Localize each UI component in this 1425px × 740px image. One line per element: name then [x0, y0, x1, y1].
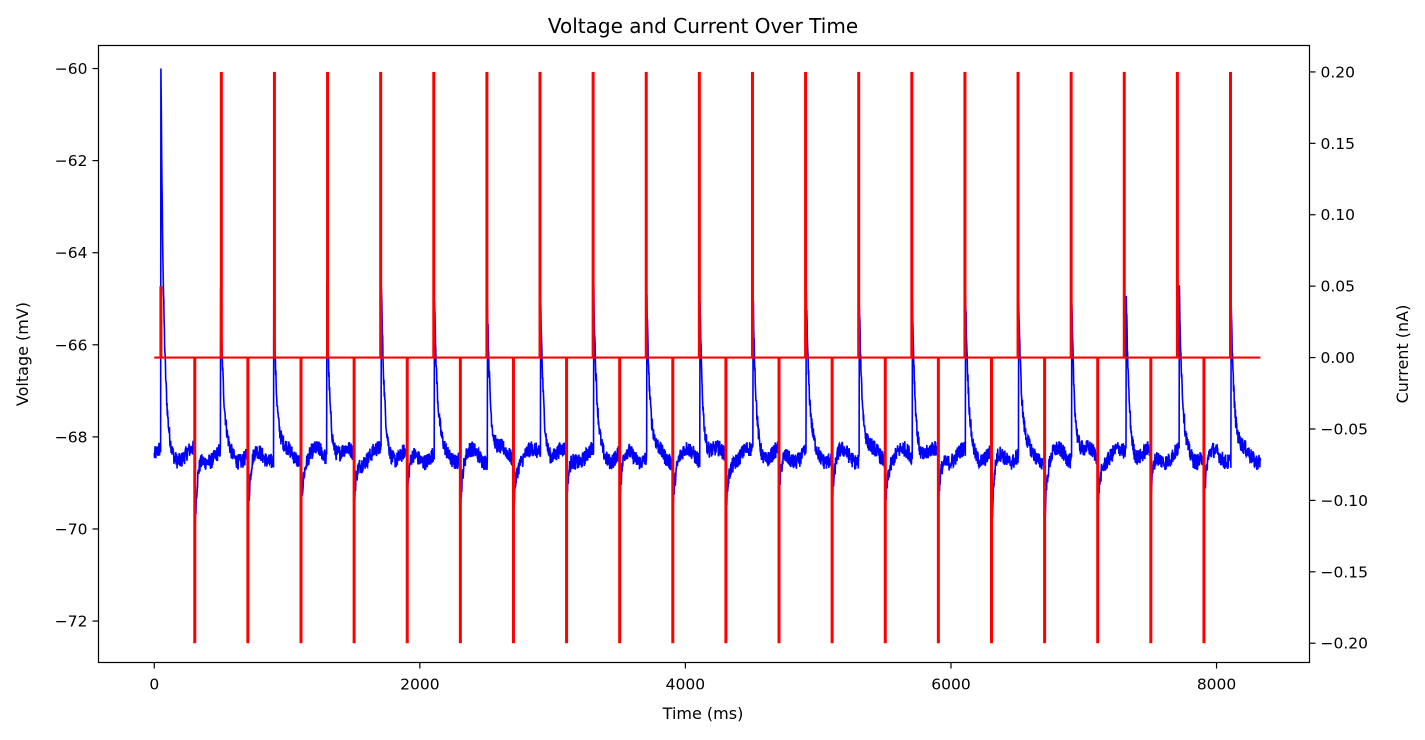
current-pulse-positive [379, 71, 383, 358]
y-axis-left-label: Voltage (mV) [13, 302, 32, 406]
current-pulse-positive [804, 71, 808, 358]
x-axis-label: Time (ms) [662, 704, 744, 723]
current-pulse-positive [159, 286, 163, 358]
current-trace [154, 71, 1261, 644]
current-pulse-negative [936, 357, 940, 644]
current-pulse-negative [246, 357, 250, 644]
current-pulse-negative [724, 357, 728, 644]
current-pulse-positive [432, 71, 436, 358]
current-pulse-positive [1228, 71, 1232, 358]
current-pulse-positive [485, 71, 489, 358]
y-left-tick-label: −62 [55, 152, 88, 170]
current-pulse-negative [458, 357, 462, 644]
current-pulse-negative [299, 357, 303, 644]
current-pulse-negative [1043, 357, 1047, 644]
current-pulse-negative [830, 357, 834, 644]
current-pulse-positive [644, 71, 648, 358]
x-tick-label: 2000 [400, 676, 439, 694]
y-left-tick-label: −64 [55, 244, 88, 262]
current-pulse-positive [538, 71, 542, 358]
x-tick-label: 4000 [666, 676, 705, 694]
current-pulse-negative [883, 357, 887, 644]
current-pulse-negative [193, 357, 197, 644]
x-tick-label: 6000 [931, 676, 970, 694]
x-axis: 0 2000 4000 6000 8000 [149, 662, 1236, 694]
y-axis-right-label: Current (nA) [1393, 305, 1412, 404]
y-left-tick-label: −66 [55, 336, 88, 354]
y-right-tick-label: 0.00 [1321, 349, 1356, 367]
y-right-tick-label: 0.05 [1321, 278, 1356, 296]
y-right-tick-label: −0.20 [1321, 635, 1369, 653]
y-axis-right: 0.20 0.15 0.10 0.05 0.00 −0.05 −0.10 −0.15 −0.20 [1309, 63, 1369, 653]
y-left-tick-label: −72 [55, 613, 88, 631]
y-left-tick-label: −68 [55, 428, 88, 446]
voltage-trace [153, 68, 1262, 537]
y-left-tick-label: −60 [55, 60, 88, 78]
current-pulse-negative [352, 357, 356, 644]
y-right-tick-label: 0.10 [1321, 206, 1356, 224]
current-pulse-positive [750, 71, 754, 358]
current-pulse-positive [963, 71, 967, 358]
current-pulse-negative [989, 357, 993, 644]
current-pulse-positive [326, 71, 330, 358]
x-tick-label: 8000 [1197, 676, 1236, 694]
current-pulse-negative [405, 357, 409, 644]
current-pulse-negative [1149, 357, 1153, 644]
current-pulse-negative [777, 357, 781, 644]
current-pulse-positive [1069, 71, 1073, 358]
current-pulse-positive [219, 71, 223, 358]
current-pulse-positive [1122, 71, 1126, 358]
y-axis-left: −60 −62 −64 −66 −68 −70 −72 [55, 60, 99, 631]
current-pulse-positive [697, 71, 701, 358]
current-pulse-negative [618, 357, 622, 644]
y-right-tick-label: −0.15 [1321, 563, 1369, 581]
current-pulse-negative [1202, 357, 1206, 644]
current-pulse-positive [857, 71, 861, 358]
current-pulse-positive [591, 71, 595, 358]
current-pulse-negative [565, 357, 569, 644]
current-pulse-positive [272, 71, 276, 358]
y-right-tick-label: 0.15 [1321, 135, 1356, 153]
chart-title: Voltage and Current Over Time [548, 14, 858, 38]
current-pulse-positive [910, 71, 914, 358]
y-right-tick-label: −0.10 [1321, 492, 1369, 510]
current-pulse-negative [1096, 357, 1100, 644]
y-left-tick-label: −70 [55, 520, 88, 538]
plot-frame [97, 44, 1311, 664]
current-pulse-positive [1175, 71, 1179, 358]
current-pulse-negative [671, 357, 675, 644]
voltage-line [153, 68, 1262, 537]
x-tick-label: 0 [149, 676, 159, 694]
current-pulse-negative [511, 357, 515, 644]
y-right-tick-label: 0.20 [1321, 63, 1356, 81]
current-pulse-positive [1016, 71, 1020, 358]
y-right-tick-label: −0.05 [1321, 420, 1369, 438]
